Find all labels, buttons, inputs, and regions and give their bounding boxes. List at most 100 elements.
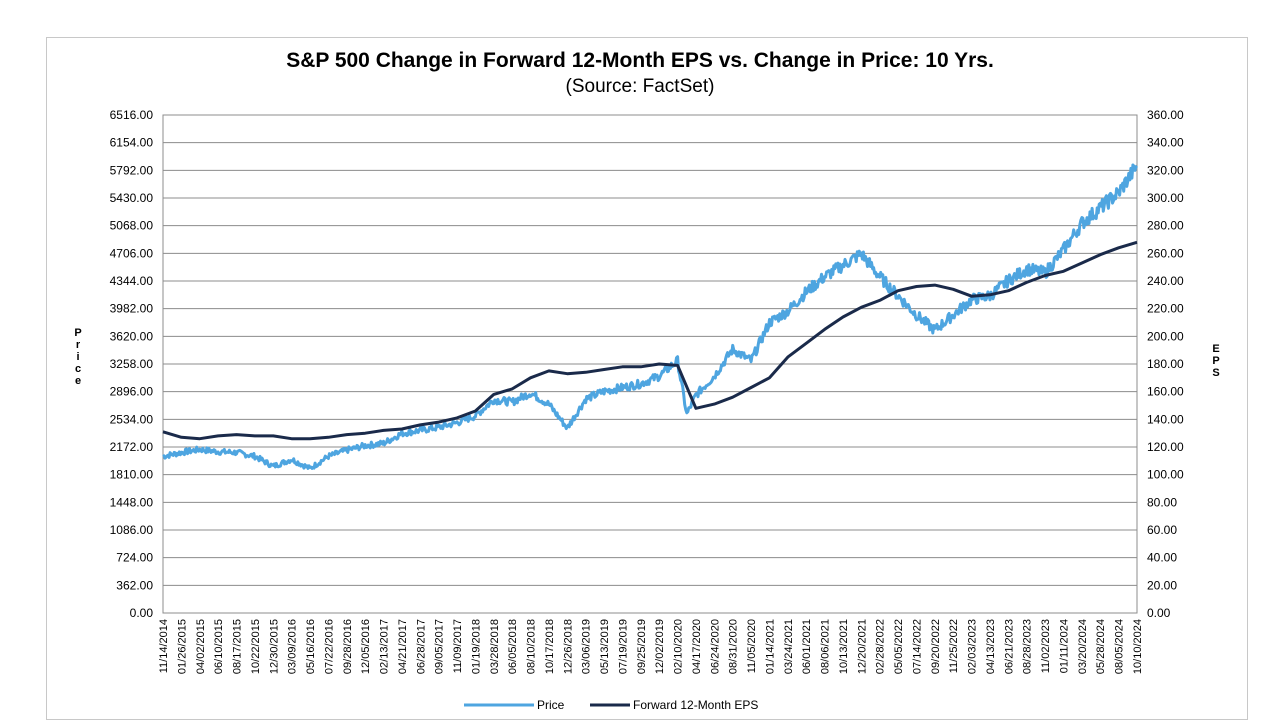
x-tick-label: 01/19/2018: [470, 619, 482, 674]
y-tick-right-label: 220.00: [1147, 302, 1184, 316]
x-tick-label: 05/28/2024: [1095, 619, 1107, 674]
x-tick-label: 10/22/2015: [250, 619, 262, 674]
y-tick-left-label: 3620.00: [110, 329, 154, 343]
x-tick-label: 09/05/2017: [434, 619, 446, 674]
x-tick-label: 07/14/2022: [911, 619, 923, 674]
x-tick-label: 02/13/2017: [379, 619, 391, 674]
y-tick-right-label: 120.00: [1147, 440, 1184, 454]
y-tick-left-label: 0.00: [130, 606, 154, 620]
x-tick-label: 06/21/2023: [1003, 619, 1015, 674]
x-tick-label: 08/10/2018: [526, 619, 538, 674]
x-tick-label: 05/05/2022: [893, 619, 905, 674]
x-tick-label: 12/05/2016: [360, 619, 372, 674]
x-tick-label: 08/05/2024: [1114, 619, 1126, 674]
y-tick-left-label: 6516.00: [110, 108, 154, 122]
x-tick-label: 11/14/2014: [158, 619, 170, 673]
x-tick-label: 03/24/2021: [783, 619, 795, 674]
y-tick-right-label: 320.00: [1147, 163, 1184, 177]
x-tick-label: 11/09/2017: [452, 619, 464, 673]
x-tick-label: 07/19/2019: [617, 619, 629, 674]
legend-eps-label: Forward 12-Month EPS: [633, 698, 758, 712]
x-tick-label: 06/05/2018: [507, 619, 519, 674]
x-tick-label: 06/10/2015: [213, 619, 225, 674]
x-tick-label: 09/28/2016: [342, 619, 354, 674]
y-tick-right-label: 340.00: [1147, 136, 1184, 150]
x-tick-label: 08/28/2023: [1022, 619, 1034, 674]
series-price-line: [162, 163, 1139, 470]
x-tick-label: 04/21/2017: [397, 619, 409, 674]
x-tick-label: 08/06/2021: [820, 619, 832, 674]
y-tick-right-label: 80.00: [1147, 495, 1177, 509]
x-tick-label: 04/02/2015: [195, 619, 207, 674]
x-tick-label: 04/17/2020: [691, 619, 703, 674]
y-tick-right-label: 100.00: [1147, 468, 1184, 482]
y-tick-right-label: 280.00: [1147, 219, 1184, 233]
x-tick-label: 03/06/2019: [581, 619, 593, 674]
y-tick-right-label: 240.00: [1147, 274, 1184, 288]
y-tick-left-label: 1810.00: [110, 468, 154, 482]
legend-price-label: Price: [537, 698, 565, 712]
x-tick-label: 05/16/2016: [305, 619, 317, 674]
y-tick-right-label: 300.00: [1147, 191, 1184, 205]
x-tick-label: 03/09/2016: [287, 619, 299, 674]
x-tick-label: 09/25/2019: [636, 619, 648, 674]
chart-frame: [46, 37, 1248, 720]
y-tick-right-label: 140.00: [1147, 412, 1184, 426]
y-tick-left-label: 5430.00: [110, 191, 154, 205]
chart-subtitle: (Source: FactSet): [565, 76, 715, 97]
x-tick-label: 09/20/2022: [930, 619, 942, 674]
y-tick-left-label: 3982.00: [110, 302, 154, 316]
y-tick-left-label: 4344.00: [110, 274, 154, 288]
x-tick-label: 06/28/2017: [415, 619, 427, 674]
x-tick-label: 06/01/2021: [801, 619, 813, 674]
x-tick-label: 06/24/2020: [709, 619, 721, 674]
chart-title: S&P 500 Change in Forward 12-Month EPS v…: [286, 49, 994, 72]
x-tick-label: 12/26/2018: [562, 619, 574, 674]
y-tick-left-label: 2172.00: [110, 440, 154, 454]
y-tick-right-label: 260.00: [1147, 246, 1184, 260]
y-tick-left-label: 1086.00: [110, 523, 154, 537]
x-tick-label: 11/02/2023: [1040, 619, 1052, 673]
y-tick-left-label: 6154.00: [110, 136, 154, 150]
y-tick-right-label: 20.00: [1147, 578, 1177, 592]
x-tick-label: 02/10/2020: [673, 619, 685, 674]
x-tick-label: 08/31/2020: [728, 619, 740, 674]
x-tick-label: 10/10/2024: [1132, 619, 1144, 674]
x-tick-label: 05/13/2019: [599, 619, 611, 674]
x-tick-label: 07/22/2016: [323, 619, 335, 674]
x-tick-label: 12/30/2015: [268, 619, 280, 674]
x-tick-label: 08/17/2015: [232, 619, 244, 674]
x-tick-label: 02/03/2023: [967, 619, 979, 674]
x-tick-label: 01/26/2015: [176, 619, 188, 674]
x-tick-label: 03/28/2018: [489, 619, 501, 674]
y-tick-right-label: 360.00: [1147, 108, 1184, 122]
y-tick-right-label: 40.00: [1147, 551, 1177, 565]
x-tick-label: 11/05/2020: [746, 619, 758, 673]
y-tick-right-label: 60.00: [1147, 523, 1177, 537]
y-tick-right-label: 160.00: [1147, 385, 1184, 399]
y-tick-left-label: 5068.00: [110, 219, 154, 233]
y-tick-left-label: 2534.00: [110, 412, 154, 426]
x-tick-label: 12/20/2021: [856, 619, 868, 674]
x-tick-label: 10/17/2018: [544, 619, 556, 674]
y-tick-left-label: 4706.00: [110, 246, 154, 260]
series-eps-line: [162, 240, 1138, 441]
y-tick-left-label: 3258.00: [110, 357, 154, 371]
x-tick-label: 11/25/2022: [948, 619, 960, 673]
x-tick-label: 03/20/2024: [1077, 619, 1089, 674]
x-tick-label: 12/02/2019: [654, 619, 666, 674]
y-tick-right-label: 0.00: [1147, 606, 1171, 620]
plot-area: [162, 114, 1138, 614]
y-tick-right-label: 200.00: [1147, 329, 1184, 343]
y-tick-left-label: 724.00: [116, 551, 153, 565]
x-tick-label: 04/13/2023: [985, 619, 997, 674]
y-tick-left-label: 5792.00: [110, 163, 154, 177]
x-tick-label: 01/11/2024: [1058, 619, 1070, 673]
x-tick-label: 02/28/2022: [875, 619, 887, 674]
x-tick-label: 10/13/2021: [838, 619, 850, 674]
y-tick-right-label: 180.00: [1147, 357, 1184, 371]
y-tick-left-label: 362.00: [116, 578, 153, 592]
